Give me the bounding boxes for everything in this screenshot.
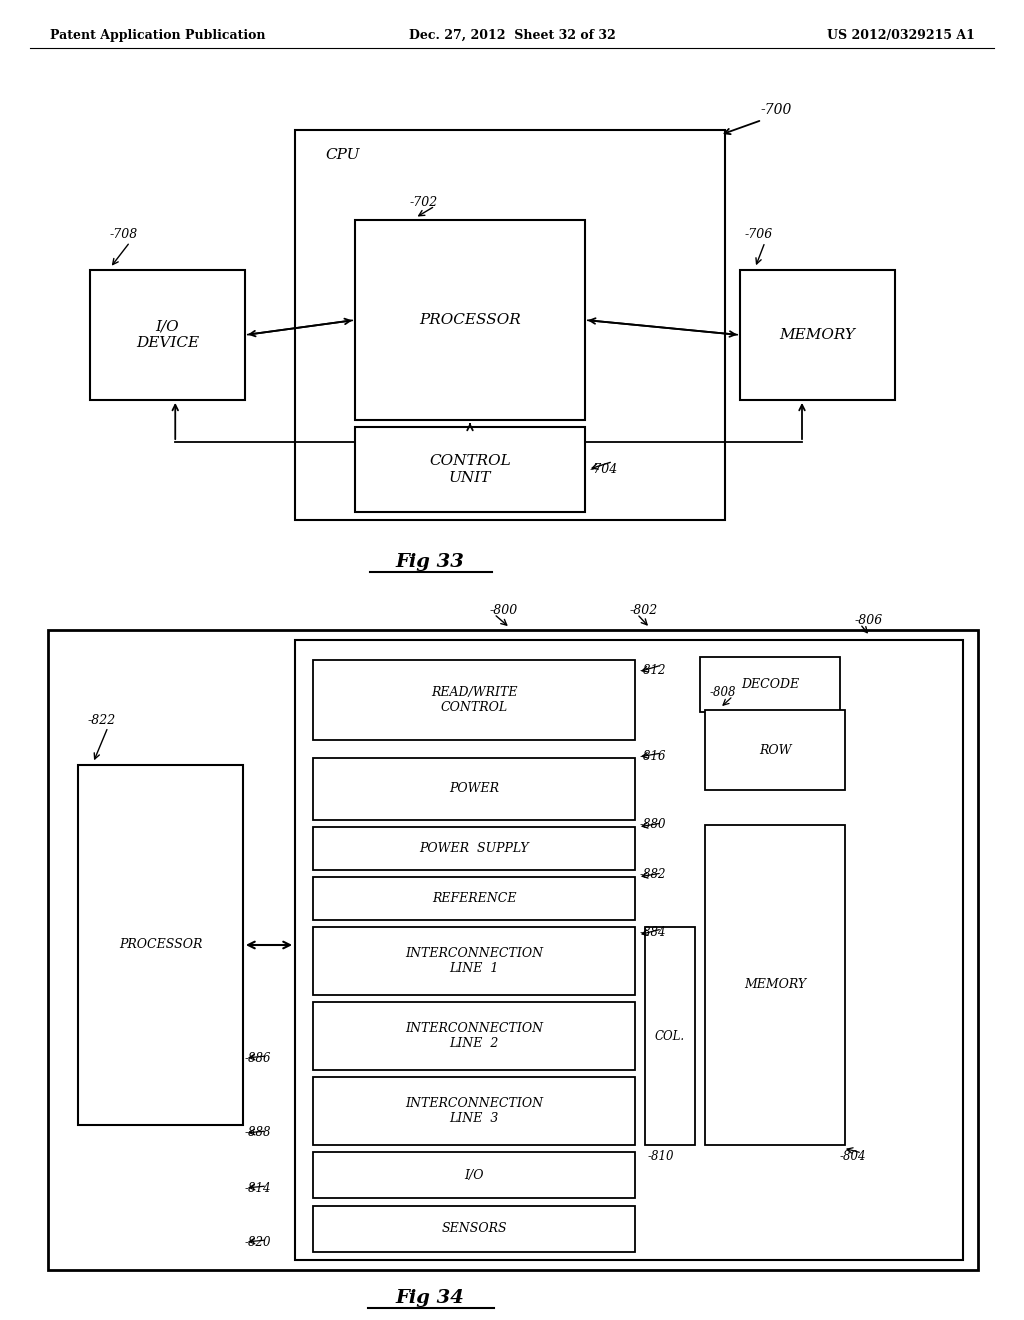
Text: READ/WRITE
CONTROL: READ/WRITE CONTROL bbox=[431, 686, 517, 714]
Text: -800: -800 bbox=[490, 603, 518, 616]
Text: -880: -880 bbox=[640, 818, 667, 832]
Text: INTERCONNECTION
LINE  3: INTERCONNECTION LINE 3 bbox=[404, 1097, 543, 1125]
Text: US 2012/0329215 A1: US 2012/0329215 A1 bbox=[827, 29, 975, 41]
Text: -886: -886 bbox=[245, 1052, 271, 1064]
Text: -816: -816 bbox=[640, 750, 667, 763]
Text: I/O
DEVICE: I/O DEVICE bbox=[136, 319, 199, 350]
Bar bbox=[313, 1152, 635, 1199]
Text: CONTROL
UNIT: CONTROL UNIT bbox=[429, 454, 511, 484]
Bar bbox=[78, 766, 243, 1125]
Text: INTERCONNECTION
LINE  1: INTERCONNECTION LINE 1 bbox=[404, 946, 543, 975]
Text: MEMORY: MEMORY bbox=[779, 327, 855, 342]
Text: Dec. 27, 2012  Sheet 32 of 32: Dec. 27, 2012 Sheet 32 of 32 bbox=[409, 29, 615, 41]
Text: -808: -808 bbox=[710, 685, 736, 698]
Bar bbox=[705, 825, 845, 1144]
Text: -700: -700 bbox=[760, 103, 792, 117]
Text: -708: -708 bbox=[110, 228, 138, 242]
Text: INTERCONNECTION
LINE  2: INTERCONNECTION LINE 2 bbox=[404, 1022, 543, 1049]
Bar bbox=[313, 660, 635, 741]
Text: REFERENCE: REFERENCE bbox=[432, 892, 516, 906]
Bar bbox=[313, 876, 635, 920]
Text: Patent Application Publication: Patent Application Publication bbox=[50, 29, 265, 41]
Bar bbox=[90, 271, 245, 400]
Text: COL.: COL. bbox=[655, 1030, 685, 1043]
Text: -802: -802 bbox=[630, 603, 658, 616]
Text: SENSORS: SENSORS bbox=[441, 1222, 507, 1236]
Bar bbox=[295, 640, 963, 1261]
Bar bbox=[705, 710, 845, 789]
Text: -702: -702 bbox=[410, 195, 438, 209]
Bar bbox=[645, 927, 695, 1144]
Bar bbox=[313, 828, 635, 870]
Text: ROW: ROW bbox=[759, 743, 792, 756]
Text: -814: -814 bbox=[245, 1181, 271, 1195]
Text: -822: -822 bbox=[88, 714, 117, 726]
Bar bbox=[355, 426, 585, 512]
Text: I/O: I/O bbox=[464, 1168, 483, 1181]
Text: -806: -806 bbox=[855, 614, 884, 627]
Text: Fig 34: Fig 34 bbox=[395, 1290, 465, 1307]
Bar bbox=[48, 630, 978, 1270]
Text: -882: -882 bbox=[640, 869, 667, 882]
Text: Fig 33: Fig 33 bbox=[395, 553, 465, 572]
Text: -820: -820 bbox=[245, 1236, 271, 1249]
Text: POWER  SUPPLY: POWER SUPPLY bbox=[419, 842, 528, 855]
Text: -704: -704 bbox=[590, 463, 618, 477]
Bar bbox=[313, 758, 635, 820]
Bar bbox=[355, 220, 585, 420]
Text: -812: -812 bbox=[640, 664, 667, 676]
Bar bbox=[313, 1206, 635, 1251]
Bar bbox=[740, 271, 895, 400]
Text: -706: -706 bbox=[745, 228, 773, 242]
Text: MEMORY: MEMORY bbox=[744, 978, 806, 991]
Text: PROCESSOR: PROCESSOR bbox=[419, 313, 521, 327]
Text: CPU: CPU bbox=[325, 148, 359, 162]
Bar bbox=[313, 927, 635, 995]
Bar bbox=[295, 129, 725, 520]
Text: DECODE: DECODE bbox=[741, 678, 799, 690]
Text: POWER: POWER bbox=[449, 783, 499, 796]
Bar bbox=[313, 1077, 635, 1144]
Text: -884: -884 bbox=[640, 925, 667, 939]
Text: -804: -804 bbox=[840, 1151, 866, 1163]
Bar bbox=[313, 1002, 635, 1071]
Text: -810: -810 bbox=[648, 1151, 675, 1163]
Text: PROCESSOR: PROCESSOR bbox=[119, 939, 202, 952]
Bar bbox=[700, 657, 840, 711]
Text: -888: -888 bbox=[245, 1126, 271, 1139]
